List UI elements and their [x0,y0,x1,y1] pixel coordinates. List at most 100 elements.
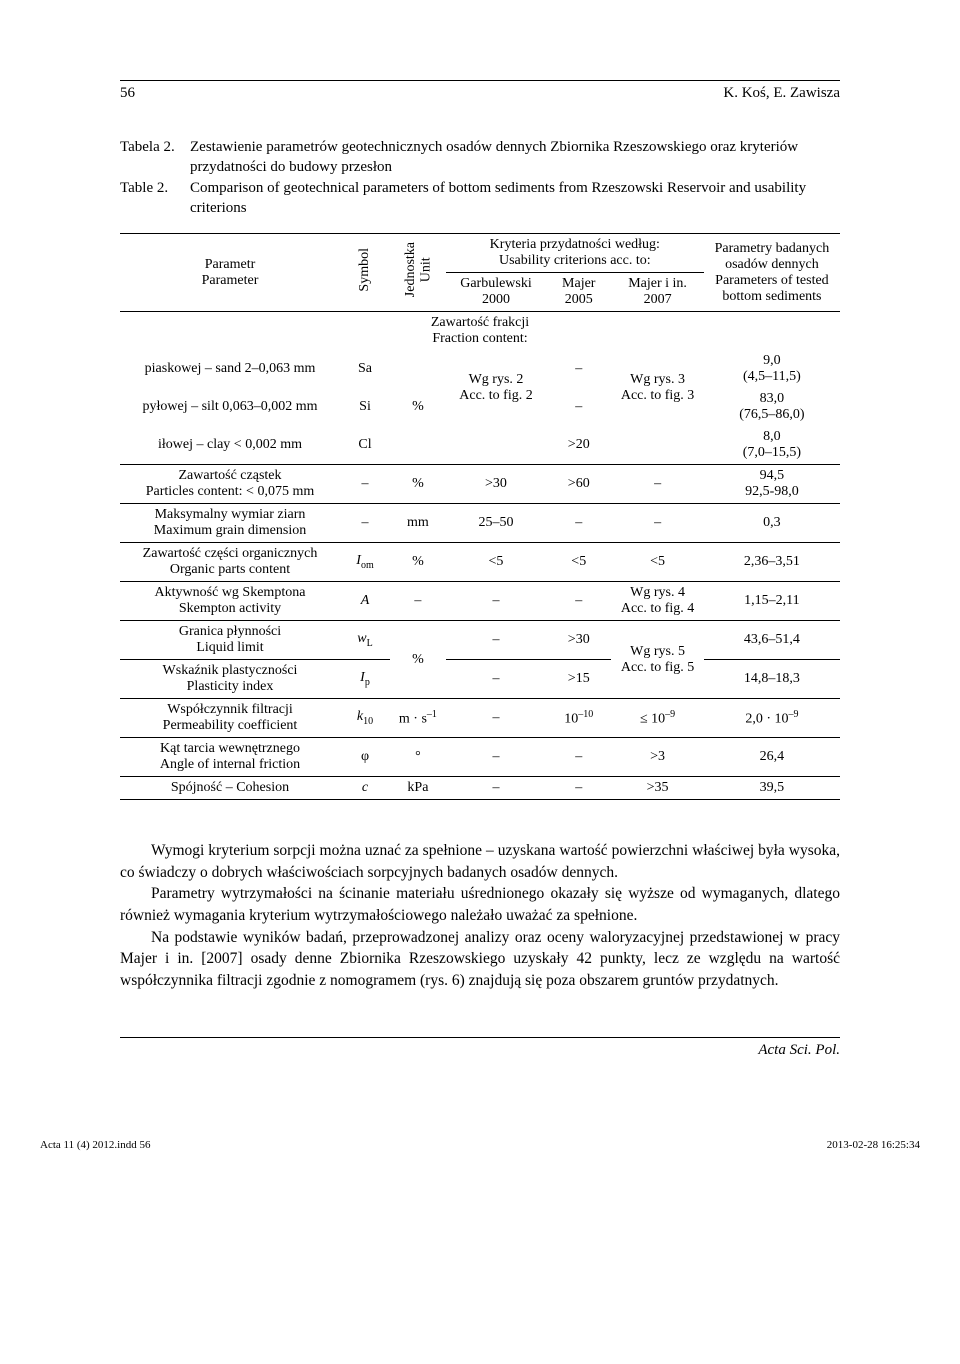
cell-unit: – [390,582,446,621]
cell-tested: 0,3 [704,504,840,543]
cell-tested: 39,5 [704,777,840,800]
cell-param: Zawartość cząstek Particles content: < 0… [120,465,340,504]
cell-symbol: A [340,582,390,621]
cell-symbol: Cl [340,426,390,465]
table-row: Maksymalny wymiar ziarn Maximum grain di… [120,504,840,543]
table-row: iłowej – clay < 0,002 mm Cl >20 8,0 (7,0… [120,426,840,465]
th-c1: Garbulewski 2000 [446,273,546,312]
cell-tested: 94,5 92,5-98,0 [704,465,840,504]
cell-c2: 10–10 [546,699,611,738]
print-right: 2013-02-28 16:25:34 [827,1139,920,1151]
table-row: Kąt tarcia wewnętrznego Angle of interna… [120,738,840,777]
footer-journal: Acta Sci. Pol. [120,1042,840,1059]
cell-symbol: Si [340,388,390,426]
paragraph: Na podstawie wyników badań, przeprowadzo… [120,927,840,992]
th-c3: Majer i in. 2007 [611,273,704,312]
cell-c1: – [446,582,546,621]
cell-param: Spójność – Cohesion [120,777,340,800]
cell-c2: – [546,777,611,800]
cell-param: Współczynnik filtracji Permeability coef… [120,699,340,738]
cell-c2: >15 [546,660,611,699]
cell-tested: 26,4 [704,738,840,777]
cell-c3 [611,426,704,465]
cell-c2: >20 [546,426,611,465]
cell-c1: – [446,621,546,660]
cell-c1 [446,426,546,465]
caption-text: Comparison of geotechnical parameters of… [190,178,840,219]
table-row: Zawartość frakcji Fraction content: [120,312,840,351]
table-caption: Tabela 2. Zestawienie parametrów geotech… [120,137,840,218]
cell-param: Aktywność wg Skemptona Skempton activity [120,582,340,621]
page-authors: K. Koś, E. Zawisza [723,85,840,102]
cell-symbol: Iom [340,543,390,582]
th-c2: Majer 2005 [546,273,611,312]
cell-symbol: φ [340,738,390,777]
cell-c3: >35 [611,777,704,800]
cell-unit: % [390,543,446,582]
cell-tested: 2,0 · 10–9 [704,699,840,738]
th-tested-pl: Parametry badanych osadów dennych [710,241,834,273]
cell-c3: Wg rys. 5 Acc. to fig. 5 [611,621,704,699]
cell-tested: 83,0 (76,5–86,0) [704,388,840,426]
cell-c1: Wg rys. 2 Acc. to fig. 2 [446,350,546,426]
paragraph: Wymogi kryterium sorpcji można uznać za … [120,840,840,883]
cell-param: Zawartość części organicznych Organic pa… [120,543,340,582]
table-row: Granica płynności Liquid limit wL % – >3… [120,621,840,660]
cell-c1: >30 [446,465,546,504]
cell-c1: – [446,699,546,738]
cell-unit: % [390,621,446,699]
table-row: Aktywność wg Skemptona Skempton activity… [120,582,840,621]
caption-text: Zestawienie parametrów geotechnicznych o… [190,137,840,178]
cell-c1: – [446,738,546,777]
th-tested-en: Parameters of tested bottom sediments [710,273,834,305]
cell-c1: – [446,777,546,800]
cell-tested: 43,6–51,4 [704,621,840,660]
cell-param: Kąt tarcia wewnętrznego Angle of interna… [120,738,340,777]
cell-param: iłowej – clay < 0,002 mm [120,426,340,465]
cell-c2: >60 [546,465,611,504]
page-number: 56 [120,85,135,102]
cell-c2: – [546,582,611,621]
cell-unit: % [390,350,446,465]
cell-param: Zawartość frakcji Fraction content: [120,312,840,351]
cell-unit: kPa [390,777,446,800]
th-symbol: Symbol [357,248,372,292]
table-row: Spójność – Cohesion c kPa – – >35 39,5 [120,777,840,800]
cell-c2: – [546,504,611,543]
cell-symbol: Sa [340,350,390,388]
cell-unit: % [390,465,446,504]
paragraph: Parametry wytrzymałości na ścinanie mate… [120,883,840,926]
th-unit-en: Unit [418,258,433,283]
cell-unit: ° [390,738,446,777]
cell-c3: – [611,504,704,543]
cell-c1: <5 [446,543,546,582]
parameters-table: Parametr Parameter Symbol Jednostka Unit… [120,233,840,800]
cell-symbol: wL [340,621,390,660]
cell-unit: mm [390,504,446,543]
cell-c3: <5 [611,543,704,582]
th-unit-pl: Jednostka [403,242,418,297]
cell-tested: 1,15–2,11 [704,582,840,621]
th-param-pl: Parametr [126,257,334,273]
cell-c2: <5 [546,543,611,582]
table-row: piaskowej – sand 2–0,063 mm Sa % Wg rys.… [120,350,840,388]
cell-tested: 14,8–18,3 [704,660,840,699]
cell-c3: – [611,465,704,504]
cell-c1: – [446,660,546,699]
table-row: Wskaźnik plastyczności Plasticity index … [120,660,840,699]
cell-c3: Wg rys. 4 Acc. to fig. 4 [611,582,704,621]
print-footer: Acta 11 (4) 2012.indd 56 2013-02-28 16:2… [0,1119,960,1171]
th-criteria-pl: Kryteria przydatności według: [452,237,698,253]
cell-c2: – [546,388,611,426]
cell-symbol: k10 [340,699,390,738]
cell-c2: – [546,738,611,777]
cell-param: Wskaźnik plastyczności Plasticity index [120,660,340,699]
cell-c2: >30 [546,621,611,660]
cell-symbol: Ip [340,660,390,699]
cell-param: pyłowej – silt 0,063–0,002 mm [120,388,340,426]
cell-param: piaskowej – sand 2–0,063 mm [120,350,340,388]
table-row: Współczynnik filtracji Permeability coef… [120,699,840,738]
caption-label: Tabela 2. [120,137,190,178]
cell-tested: 8,0 (7,0–15,5) [704,426,840,465]
page-header: 56 K. Koś, E. Zawisza [120,85,840,102]
